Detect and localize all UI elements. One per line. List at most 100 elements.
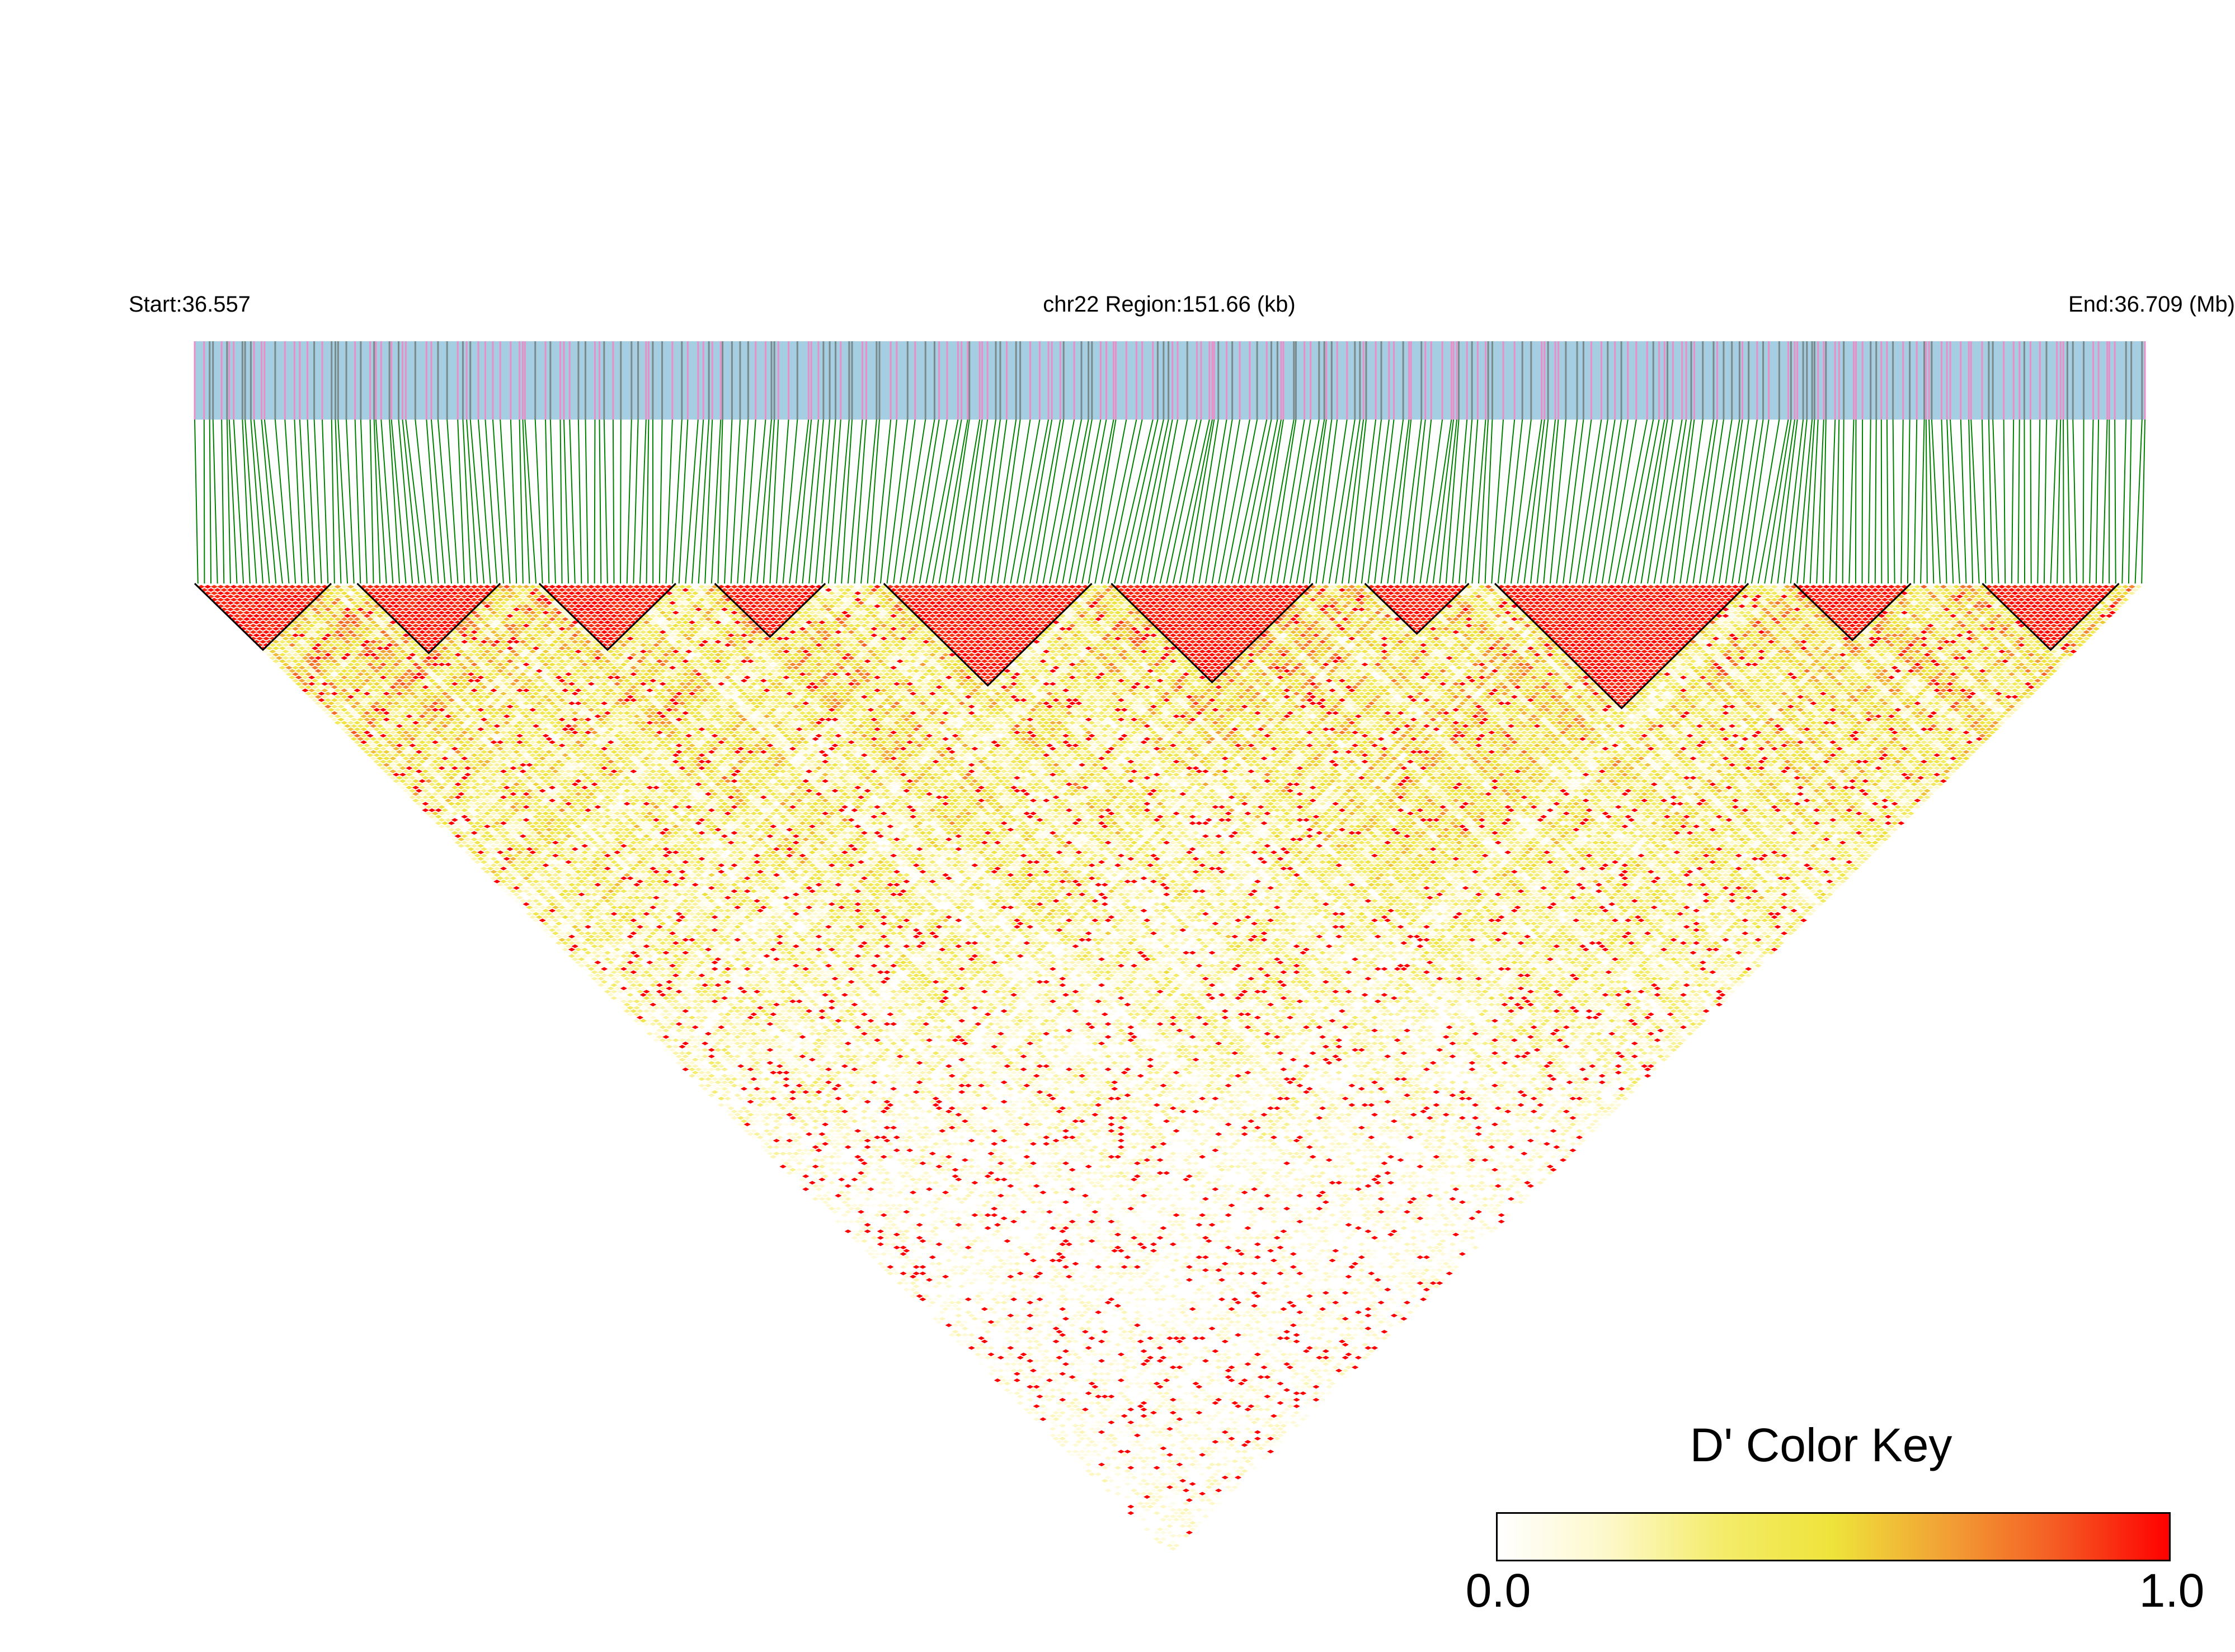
snp-connector bbox=[1016, 419, 1050, 584]
ld-cell bbox=[451, 837, 459, 841]
snp-connector bbox=[1640, 419, 1668, 584]
ld-cell bbox=[496, 876, 504, 881]
ld-cell bbox=[220, 594, 228, 599]
ld-cell bbox=[1081, 1459, 1089, 1463]
ld-cell bbox=[217, 597, 224, 602]
ld-cell bbox=[893, 1278, 901, 1282]
ld-cell bbox=[1091, 1469, 1099, 1473]
snp-connector bbox=[2057, 419, 2062, 584]
ld-cell bbox=[1094, 1479, 1102, 1483]
ld-cell bbox=[454, 834, 462, 838]
ld-cell bbox=[639, 1019, 647, 1023]
snp-connector bbox=[1880, 419, 1883, 584]
snp-connector bbox=[1907, 419, 1911, 584]
ld-cell bbox=[243, 617, 251, 621]
ld-cell bbox=[1117, 1495, 1125, 1499]
snp-connector bbox=[242, 419, 251, 584]
ld-cell bbox=[672, 1057, 680, 1062]
ld-cell bbox=[575, 954, 582, 958]
ld-cell bbox=[718, 1103, 725, 1107]
ld-cell bbox=[435, 821, 442, 825]
ld-cell bbox=[597, 983, 605, 987]
ld-cell bbox=[1004, 1388, 1011, 1392]
ld-cell bbox=[584, 970, 592, 975]
ld-cell bbox=[932, 1317, 939, 1321]
ld-cell bbox=[792, 1178, 800, 1182]
ld-cell bbox=[591, 970, 598, 975]
snp-connector bbox=[331, 419, 335, 584]
ld-cell bbox=[324, 704, 332, 709]
snp-connector bbox=[1478, 419, 1489, 584]
snp-connector bbox=[398, 419, 413, 584]
snp-connector bbox=[253, 419, 270, 584]
ld-cell bbox=[285, 666, 293, 670]
snp-connector bbox=[2017, 419, 2020, 584]
snp-connector bbox=[1556, 419, 1578, 584]
ld-cell bbox=[422, 808, 429, 812]
snp-connector bbox=[1029, 419, 1061, 584]
ld-cell bbox=[366, 746, 374, 751]
snp-connector bbox=[484, 419, 498, 584]
snp-connector bbox=[1647, 419, 1674, 584]
ld-cell bbox=[1026, 1404, 1034, 1408]
ld-cell bbox=[731, 1116, 738, 1120]
snp-connector bbox=[1900, 419, 1904, 584]
ld-cell bbox=[444, 824, 452, 829]
ld-cell bbox=[1013, 1397, 1021, 1402]
snp-connector bbox=[893, 419, 916, 584]
snp-connector bbox=[469, 419, 485, 584]
ld-cell bbox=[262, 649, 270, 653]
snp-connector bbox=[1393, 419, 1412, 584]
ld-cell bbox=[350, 737, 357, 741]
ld-cell bbox=[246, 627, 253, 631]
snp-connector bbox=[1088, 419, 1117, 584]
ld-cell bbox=[237, 610, 244, 615]
ld-cell bbox=[825, 1209, 832, 1214]
snp-connector bbox=[299, 419, 309, 584]
ld-cell bbox=[438, 824, 445, 829]
snp-connector bbox=[2067, 419, 2071, 584]
ld-cell bbox=[848, 1226, 855, 1230]
snp-connector bbox=[1731, 419, 1758, 584]
ld-cell bbox=[227, 601, 234, 605]
snp-position-track bbox=[195, 341, 2145, 420]
snp-connector bbox=[704, 419, 713, 584]
ld-cell bbox=[740, 1119, 748, 1123]
ld-cell bbox=[698, 1077, 705, 1081]
ld-cell bbox=[535, 915, 543, 919]
ld-cell bbox=[347, 733, 355, 738]
snp-connector bbox=[1679, 419, 1704, 584]
snp-connector bbox=[250, 419, 264, 584]
ld-cell bbox=[1160, 1543, 1167, 1547]
ld-cell bbox=[831, 1216, 839, 1221]
ld-cell bbox=[854, 1239, 862, 1243]
snp-connector bbox=[1049, 419, 1083, 584]
ld-cell bbox=[636, 1015, 644, 1020]
snp-connector bbox=[389, 419, 401, 584]
ld-cell bbox=[1114, 1491, 1122, 1496]
snp-connector bbox=[1822, 419, 1827, 584]
ld-cell bbox=[490, 870, 497, 874]
snp-connector bbox=[1185, 419, 1215, 584]
ld-cell bbox=[792, 1171, 800, 1175]
snp-connector bbox=[1238, 419, 1272, 584]
snp-connector bbox=[1458, 419, 1473, 584]
ld-cell bbox=[558, 938, 566, 942]
ld-cell bbox=[1085, 1469, 1092, 1473]
ld-cell bbox=[760, 1138, 767, 1143]
snp-connector bbox=[1718, 419, 1743, 584]
snp-connector bbox=[1094, 419, 1127, 584]
ld-cell bbox=[1144, 1527, 1151, 1531]
snp-connector bbox=[1296, 419, 1325, 584]
ld-cell bbox=[282, 662, 289, 667]
ld-cell bbox=[584, 963, 592, 968]
ld-cell bbox=[1020, 1404, 1027, 1408]
snp-connector bbox=[446, 419, 459, 584]
ld-cell bbox=[958, 1343, 966, 1347]
ld-cell bbox=[1072, 1449, 1079, 1454]
snp-connector bbox=[672, 419, 683, 584]
snp-connector bbox=[1970, 419, 1980, 584]
ld-cell bbox=[279, 659, 286, 663]
ld-cell bbox=[568, 954, 576, 958]
ld-cell bbox=[311, 698, 319, 702]
